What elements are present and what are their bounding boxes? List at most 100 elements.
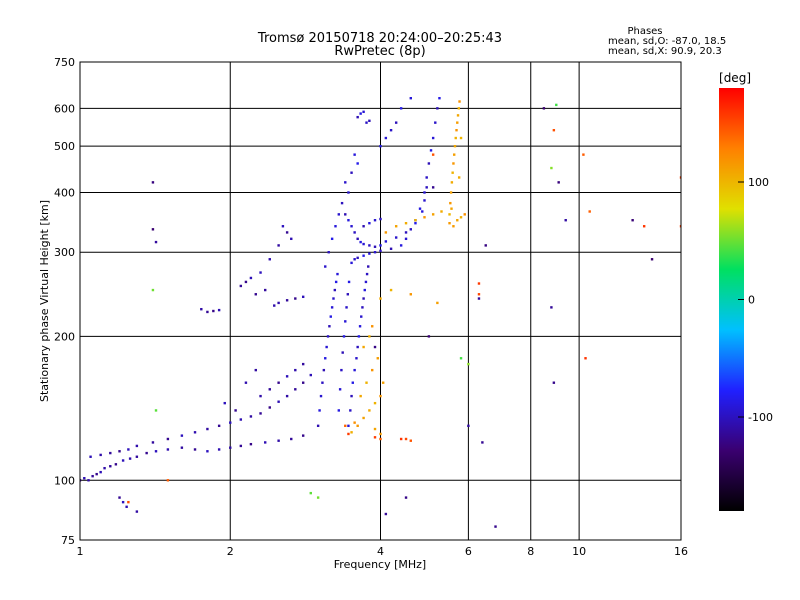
data-point	[118, 450, 121, 453]
data-point	[356, 256, 359, 260]
data-point	[180, 434, 184, 437]
data-point	[448, 213, 451, 216]
y-tick-label: 600	[54, 102, 75, 115]
data-point	[249, 442, 253, 446]
data-point	[564, 219, 567, 222]
chart-subtitle: RwPretec (8p)	[334, 44, 425, 59]
data-point	[642, 225, 646, 228]
data-point	[431, 213, 435, 216]
data-point	[431, 153, 435, 156]
x-tick-label: 10	[572, 545, 586, 558]
plot-frame	[79, 61, 682, 541]
data-point	[404, 437, 408, 441]
data-point	[294, 297, 297, 300]
data-point	[234, 409, 237, 412]
phases-x-stats: mean, sd,X: 90.9, 20.3	[608, 46, 722, 57]
data-point	[423, 191, 426, 194]
data-point	[427, 335, 431, 338]
data-point	[453, 153, 456, 156]
data-point	[334, 225, 337, 228]
data-point	[121, 500, 125, 504]
data-point	[467, 424, 470, 428]
data-point	[151, 181, 155, 184]
data-point	[379, 244, 382, 247]
x-tick-label: 6	[465, 545, 472, 558]
data-point	[362, 345, 365, 349]
data-point	[404, 496, 408, 499]
data-point	[193, 431, 197, 434]
data-point	[344, 213, 347, 216]
data-point	[118, 496, 121, 499]
data-point	[389, 128, 393, 132]
y-tick-label: 400	[54, 186, 75, 199]
data-point	[364, 280, 368, 284]
data-point	[277, 301, 280, 305]
data-point	[259, 394, 262, 398]
data-point	[324, 265, 327, 268]
data-point	[371, 368, 374, 372]
data-point	[404, 231, 408, 234]
data-point	[409, 293, 412, 296]
data-point	[367, 265, 370, 268]
y-axis-label: Stationary phase Virtual Height [km]	[38, 200, 51, 402]
data-point	[425, 186, 428, 189]
x-tick-label: 4	[377, 545, 384, 558]
data-point	[359, 240, 362, 244]
data-point	[244, 381, 248, 384]
data-point	[154, 409, 158, 412]
data-point	[427, 162, 431, 165]
data-point	[83, 477, 86, 480]
data-point	[154, 240, 158, 244]
data-point	[353, 258, 356, 261]
data-point	[301, 295, 305, 299]
data-point	[384, 512, 388, 516]
x-axis-ticks: 1 2 4 6 8 10 16	[77, 545, 689, 558]
data-point	[316, 424, 320, 428]
data-point	[453, 144, 457, 148]
data-point	[365, 121, 368, 124]
data-point	[409, 96, 412, 100]
data-point	[206, 427, 209, 431]
data-point	[436, 107, 439, 110]
data-point	[154, 450, 158, 453]
data-point	[206, 310, 209, 314]
chart-title: Tromsø 20150718 20:24:00–20:25:43	[257, 31, 502, 46]
data-point	[362, 242, 365, 246]
data-point	[340, 368, 343, 372]
data-point	[277, 439, 280, 442]
data-point	[436, 301, 439, 305]
data-point	[394, 121, 398, 124]
data-point	[103, 466, 106, 470]
data-point	[404, 237, 408, 241]
data-point	[329, 315, 332, 318]
data-point	[244, 280, 248, 284]
data-point	[423, 199, 426, 202]
data-point	[277, 244, 280, 247]
data-point	[450, 181, 454, 184]
data-point	[324, 357, 327, 360]
data-point	[373, 245, 377, 248]
data-point	[458, 100, 461, 103]
data-point	[344, 424, 347, 428]
data-point	[356, 237, 359, 241]
data-point	[239, 444, 243, 448]
y-tick-label: 200	[54, 330, 75, 343]
data-point	[356, 345, 359, 349]
data-point	[344, 181, 347, 184]
data-point	[373, 345, 377, 349]
data-point	[135, 444, 139, 448]
data-point	[285, 231, 289, 234]
data-point	[362, 110, 365, 114]
data-point	[347, 424, 350, 428]
data-point	[264, 288, 267, 292]
data-point	[384, 231, 388, 234]
data-point	[373, 251, 377, 254]
y-tick-label: 500	[54, 140, 75, 153]
data-point	[404, 222, 408, 225]
data-point	[350, 431, 353, 434]
data-point	[356, 162, 359, 165]
data-point	[135, 455, 139, 458]
data-point	[379, 249, 382, 253]
data-point	[268, 406, 271, 409]
data-point	[389, 288, 393, 292]
